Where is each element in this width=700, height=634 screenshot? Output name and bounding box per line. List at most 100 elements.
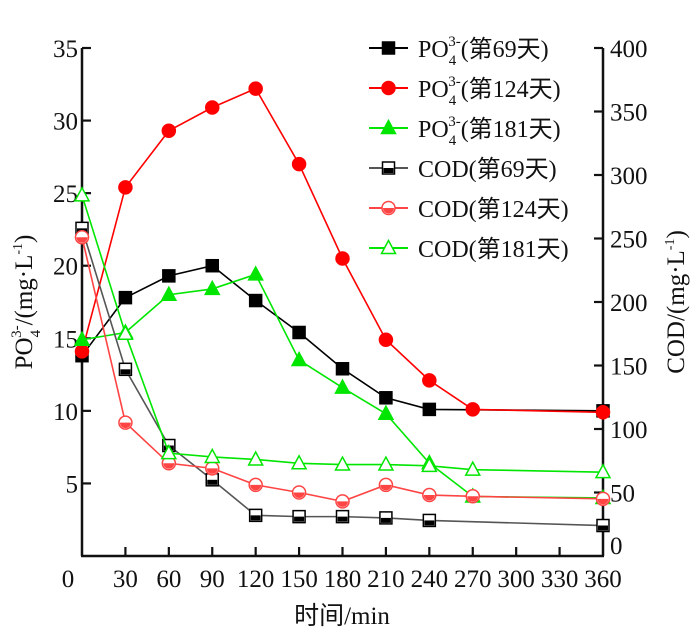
legend: PO43-(第69天)PO43-(第124天)PO43-(第181天)COD(第… bbox=[369, 34, 569, 263]
data-point bbox=[334, 378, 351, 394]
legend-marker bbox=[380, 238, 397, 255]
data-point bbox=[421, 456, 438, 473]
data-point bbox=[291, 156, 307, 172]
data-point bbox=[377, 455, 395, 471]
y-left-tick-label: 5 bbox=[66, 471, 79, 498]
x-tick-label: 0 bbox=[62, 566, 75, 593]
legend-marker-fill bbox=[383, 168, 394, 173]
data-point bbox=[160, 444, 178, 460]
data-point bbox=[379, 391, 393, 405]
data-point bbox=[205, 100, 220, 115]
legend-label-main: PO bbox=[418, 37, 449, 63]
y-left-tick-label: 10 bbox=[53, 399, 78, 426]
series-layer bbox=[73, 81, 612, 533]
legend-item: COD(第181天) bbox=[369, 236, 569, 263]
data-point-fill bbox=[250, 484, 262, 491]
y-right-tick-label: 50 bbox=[610, 481, 635, 508]
x-tick-label: 60 bbox=[156, 566, 181, 593]
x-tick-label: 270 bbox=[454, 566, 492, 593]
legend-item: COD(第124天) bbox=[369, 196, 569, 223]
legend-label: PO4 3-(第124天) bbox=[418, 74, 561, 109]
data-point bbox=[247, 265, 264, 281]
x-axis-title: 时间/min bbox=[294, 602, 390, 630]
legend-item: PO4 3-(第181天) bbox=[369, 114, 561, 149]
data-point bbox=[290, 350, 308, 367]
legend-item: PO4 3-(第69天) bbox=[369, 34, 549, 69]
data-point-fill bbox=[294, 516, 305, 522]
data-point bbox=[248, 81, 263, 96]
x-tick-label: 120 bbox=[237, 566, 275, 593]
data-point-fill bbox=[250, 515, 261, 521]
y-left-title-sub: 4 bbox=[28, 329, 44, 337]
data-point bbox=[118, 290, 133, 305]
data-point bbox=[162, 269, 176, 283]
data-point bbox=[247, 450, 264, 466]
legend-label: PO4 3-(第181天) bbox=[418, 114, 561, 149]
legend-item: COD(第69天) bbox=[369, 156, 557, 183]
y-right-tick-label: 150 bbox=[610, 354, 648, 381]
y-left-title-sup: 3- bbox=[9, 325, 25, 338]
data-point bbox=[422, 373, 437, 388]
data-point bbox=[117, 324, 134, 340]
y-left-ticks: 5 10 15 20 25 30 35 bbox=[53, 36, 91, 498]
data-point-fill bbox=[380, 517, 391, 523]
data-point bbox=[290, 454, 308, 470]
data-point bbox=[73, 330, 91, 346]
legend-marker bbox=[380, 118, 397, 135]
legend-label-sup: 3- bbox=[448, 74, 461, 90]
x-tick-label: 30 bbox=[113, 566, 138, 593]
y-right-title-sup: -1 bbox=[663, 239, 678, 251]
data-point bbox=[161, 123, 177, 138]
legend-label: COD(第69天) bbox=[418, 156, 557, 183]
legend-label-sub: 4 bbox=[449, 133, 457, 149]
data-point bbox=[595, 405, 611, 420]
series-line bbox=[81, 228, 604, 527]
data-point bbox=[335, 362, 350, 376]
data-point-fill bbox=[293, 492, 305, 498]
y-right-title-main: COD/(mg·L bbox=[663, 250, 690, 374]
x-tick-label: 330 bbox=[541, 566, 579, 593]
legend-label: COD(第124天) bbox=[418, 196, 569, 223]
data-point-fill bbox=[424, 520, 435, 526]
data-point bbox=[377, 404, 395, 421]
legend-label-main: COD(第69天) bbox=[418, 156, 557, 183]
legend-label-rest: (第69天) bbox=[461, 36, 549, 63]
x-tick-label: 90 bbox=[200, 566, 225, 593]
data-point bbox=[464, 460, 482, 476]
y-right-tick-label: 0 bbox=[610, 533, 623, 560]
data-point-fill bbox=[337, 501, 348, 507]
y-left-title-rest: /(mg·L bbox=[11, 255, 38, 326]
data-point-fill bbox=[120, 369, 131, 375]
data-point bbox=[160, 285, 178, 301]
legend-label: COD(第181天) bbox=[418, 236, 569, 263]
data-point-fill bbox=[598, 525, 608, 531]
y-right-tick-label: 300 bbox=[610, 163, 648, 190]
legend-label-rest: (第124天) bbox=[461, 76, 561, 103]
y-right-title-close: ) bbox=[663, 230, 690, 238]
data-point bbox=[335, 251, 350, 266]
data-point bbox=[205, 258, 219, 273]
series-4 bbox=[75, 221, 610, 533]
x-tick-label: 360 bbox=[584, 566, 622, 593]
data-point bbox=[465, 402, 480, 417]
data-point-fill bbox=[597, 498, 609, 505]
data-point-fill bbox=[76, 237, 88, 243]
data-point bbox=[118, 180, 133, 195]
legend-marker bbox=[381, 80, 396, 96]
legend-label: PO4 3-(第69天) bbox=[418, 34, 549, 69]
data-point-fill bbox=[207, 479, 218, 485]
data-point bbox=[74, 344, 90, 359]
legend-label-main: PO bbox=[418, 77, 449, 103]
data-point-fill bbox=[423, 495, 435, 501]
data-point bbox=[73, 186, 91, 202]
data-point bbox=[203, 447, 221, 464]
data-point bbox=[422, 402, 437, 417]
legend-label-rest: (第181天) bbox=[461, 116, 561, 143]
y-right-tick-label: 250 bbox=[610, 227, 648, 254]
legend-label-sub: 4 bbox=[449, 53, 457, 69]
data-point-fill bbox=[467, 496, 479, 502]
legend-label-main: PO bbox=[418, 117, 449, 143]
y-left-tick-label: 35 bbox=[53, 36, 78, 63]
data-point-fill bbox=[337, 516, 348, 522]
y-left-tick-label: 25 bbox=[53, 181, 78, 208]
